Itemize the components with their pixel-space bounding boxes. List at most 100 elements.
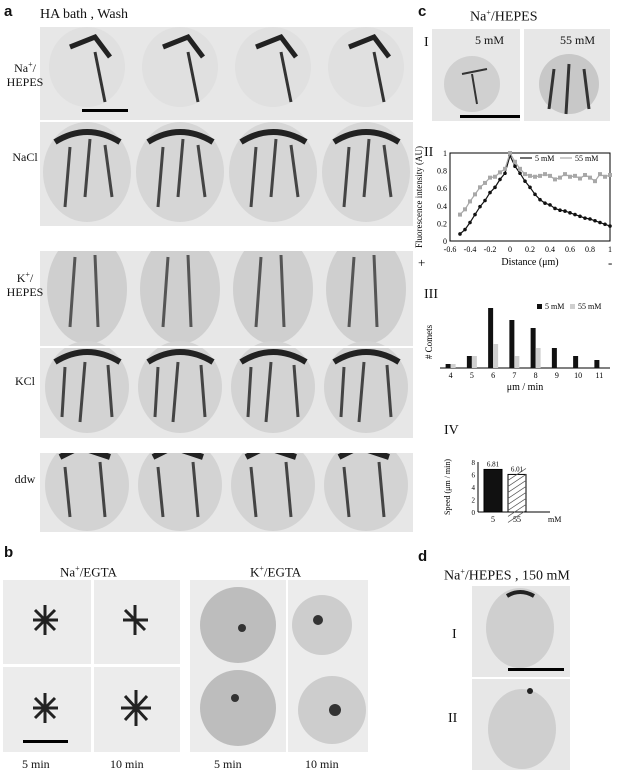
data-point-55mm — [518, 166, 522, 171]
data-label: 6.81 — [487, 460, 500, 468]
data-point-55mm — [573, 173, 577, 178]
bar-chart-comets: 4 5 6 7 8 9 10 11 μm / min # Comets 5 mM 55 mM — [424, 302, 610, 393]
panel-letter-c: c — [418, 3, 427, 20]
data-point-5mm — [498, 177, 502, 182]
data-point-55mm — [548, 173, 552, 178]
hatch-line — [507, 504, 527, 517]
hatch-line — [507, 498, 527, 511]
data-point-55mm — [593, 179, 597, 184]
legend-label-5mm: 5 mM — [535, 154, 554, 163]
data-point-5mm — [503, 171, 507, 176]
legend-swatch-5mm — [537, 304, 542, 309]
row-label-kcl: KCl — [14, 374, 35, 388]
y-tick-label: 0.2 — [437, 219, 447, 228]
data-point-5mm — [588, 217, 592, 221]
y-axis-label: Fluorescence intensity (AU) — [414, 146, 424, 248]
data-point-55mm — [603, 174, 607, 179]
data-point-55mm — [523, 172, 527, 177]
hatch-line — [507, 480, 527, 493]
x-tick-label: 4 — [449, 371, 453, 380]
y-tick-label: 0.8 — [437, 167, 447, 176]
panel-d-title: Na+/HEPES , 150 mM — [444, 567, 570, 584]
data-point-55mm — [598, 172, 602, 177]
panel-a-cells — [40, 27, 413, 531]
panel-c-5mm-cell — [444, 56, 520, 118]
y-axis-label: # Comets — [424, 324, 434, 359]
panel-c-image-55mm — [524, 29, 610, 121]
legend-label-55mm: 55 mM — [575, 154, 598, 163]
x-tick-label: 7 — [512, 371, 516, 380]
panel-a-image-grid — [40, 27, 413, 532]
x-tick-label: 5 — [491, 515, 495, 524]
data-point-5mm — [473, 212, 477, 217]
data-point-5mm — [458, 232, 462, 236]
data-point-5mm — [608, 224, 612, 228]
data-point-5mm — [558, 208, 562, 212]
panel-letter-a: a — [4, 3, 13, 20]
data-point-55mm — [493, 174, 497, 179]
legend-swatch-55mm — [570, 304, 575, 309]
row-label-ddw: ddw — [14, 472, 36, 486]
y-tick-label: 0.6 — [437, 184, 447, 193]
image-label-55mm: 55 mM — [560, 33, 596, 47]
y-axis-label: Speed (μm / min) — [443, 459, 452, 515]
roman-III: III — [424, 287, 438, 302]
data-point-5mm — [538, 197, 542, 202]
data-point-55mm — [458, 212, 462, 217]
data-point-5mm — [568, 211, 572, 215]
data-point-5mm — [593, 218, 597, 223]
image-label-5mm: 5 mM — [475, 33, 505, 47]
data-point-5mm — [563, 209, 567, 213]
data-point-55mm — [563, 172, 567, 177]
roman-d-II: II — [448, 711, 458, 726]
data-point-5mm — [493, 185, 497, 190]
x-tick-label: 0 — [508, 245, 512, 254]
x-tick-label: -0.4 — [464, 245, 477, 254]
panel-c-image-5mm — [432, 29, 520, 121]
plus-sign: + — [418, 255, 425, 270]
data-point-5mm — [523, 179, 527, 183]
data-point-5mm — [583, 216, 587, 220]
group-label-na-egta: Na+/EGTA — [60, 564, 117, 580]
time-label-2: 10 min — [110, 757, 144, 771]
bar-5mm — [488, 308, 494, 368]
bar-55mm — [471, 356, 477, 368]
group-label-k-egta: K+/EGTA — [250, 564, 302, 580]
panel-b-k-cells — [190, 580, 368, 752]
time-label-1: 5 min — [22, 757, 50, 771]
y-tick-label: 4 — [472, 484, 476, 492]
data-point-55mm — [533, 174, 537, 179]
x-tick-label: 5 — [470, 371, 474, 380]
data-point-5mm — [543, 201, 547, 205]
data-point-55mm — [503, 166, 507, 171]
x-tick-label: -0.6 — [444, 245, 457, 254]
y-tick-label: 0 — [472, 509, 476, 517]
data-point-5mm — [478, 204, 482, 209]
row-label-na-hepes: Na+/HEPES — [6, 60, 44, 89]
data-point-55mm — [553, 177, 557, 182]
bar-5mm — [530, 328, 536, 368]
data-point-55mm — [583, 173, 587, 177]
y-tick-label: 0 — [443, 237, 447, 246]
data-point-5mm — [573, 212, 577, 217]
bar-chart-speed: 0 2 4 6 8 Speed (μm / min) 6.81 5 6.01 55 mM — [443, 459, 561, 524]
x-tick-label: 9 — [555, 371, 559, 380]
data-point-5mm — [553, 206, 557, 211]
bar-5mm — [445, 364, 451, 368]
row-label-k-hepes: K+/HEPES — [6, 270, 44, 299]
x-tick-label: 0.4 — [545, 245, 555, 254]
y-tick-label: 1 — [443, 149, 447, 158]
panel-c-55mm-cell — [539, 54, 599, 115]
x-tick-label: 55 — [513, 515, 521, 524]
bar-5mm — [573, 356, 579, 368]
y-tick-label: 8 — [472, 459, 476, 467]
x-tick-label: 0.8 — [585, 245, 595, 254]
roman-I: I — [424, 35, 429, 50]
panel-d-image-1 — [472, 586, 570, 677]
panel-d-image-2 — [472, 679, 570, 770]
data-point-55mm — [543, 172, 547, 177]
data-point-5mm — [598, 220, 602, 225]
panel-d-cell-2 — [488, 688, 556, 769]
roman-d-I: I — [452, 627, 457, 642]
data-point-5mm — [533, 192, 537, 197]
